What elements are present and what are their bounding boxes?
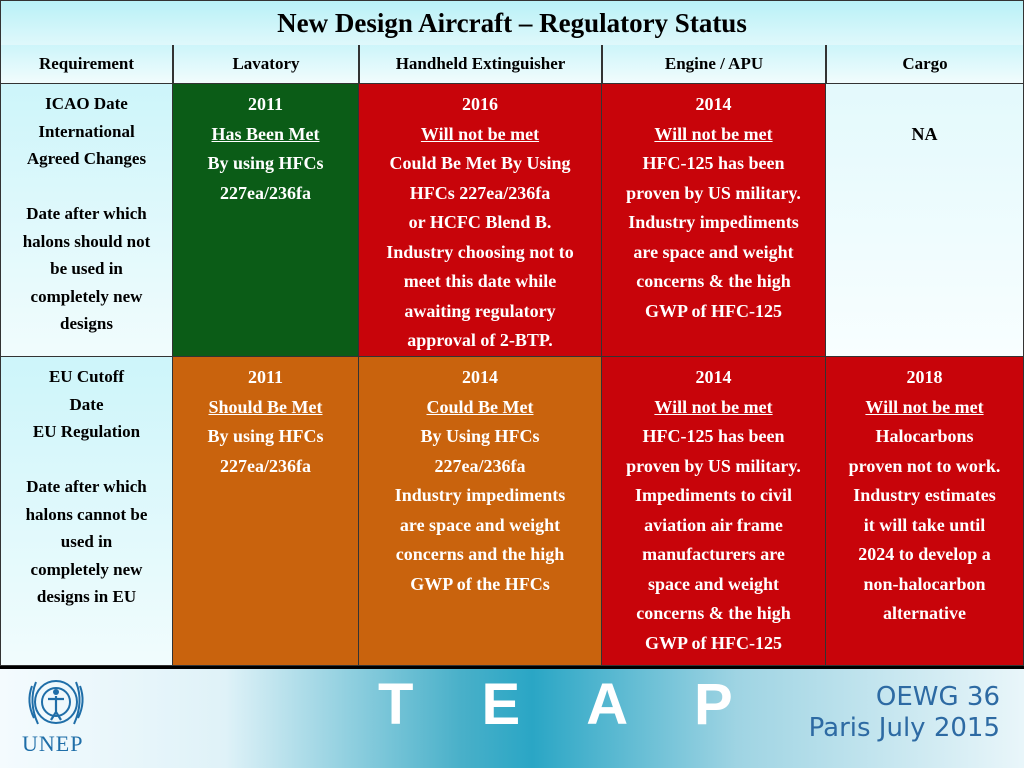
status-detail: Could Be Met By Using (389, 153, 571, 173)
status-detail: space and weight (647, 573, 779, 594)
status-detail: awaiting regulatory (404, 300, 556, 321)
status-detail: Industry estimates (853, 485, 996, 505)
status-detail: are space and weight (633, 241, 794, 262)
status-year: 2014 (462, 367, 498, 387)
status-detail: By using HFCs (207, 153, 324, 173)
status-detail: 227ea/236fa (220, 455, 311, 476)
status-detail: proven by US military. (626, 182, 801, 203)
handheld-status-cell: 2014 Could Be Met By Using HFCs 227ea/23… (359, 357, 602, 666)
status-label: Will not be met (420, 123, 540, 144)
status-detail: non-halocarbon (863, 573, 986, 594)
teap-brand: T E A P (378, 672, 759, 737)
header-handheld-extinguisher: Handheld Extinguisher (359, 45, 602, 84)
status-detail: manufacturers are (642, 544, 785, 564)
status-label: Has Been Met (211, 123, 320, 144)
engine-status-cell: 2014 Will not be met HFC-125 has been pr… (602, 357, 826, 666)
lavatory-status-cell: 2011 Should Be Met By using HFCs 227ea/2… (173, 357, 359, 666)
status-detail: concerns & the high (636, 271, 791, 291)
table-row-icao: ICAO Date International Agreed Changes D… (0, 84, 1024, 357)
status-detail: Industry impediments (394, 485, 566, 505)
status-detail: HFCs 227ea/236fa (409, 182, 551, 203)
title-bar: New Design Aircraft – Regulatory Status (0, 0, 1024, 46)
status-detail: Industry choosing not to (386, 241, 574, 262)
status-detail: are space and weight (399, 514, 561, 535)
requirement-line: designs in EU (36, 587, 137, 606)
status-detail: proven not to work. (848, 455, 1001, 476)
status-detail: approval of 2-BTP. (407, 330, 553, 350)
requirement-line: Date after which (26, 204, 147, 223)
status-detail: GWP of the HFCs (410, 573, 550, 594)
requirement-cell: EU Cutoff Date EU Regulation Date after … (0, 357, 173, 666)
status-year: 2018 (906, 367, 943, 387)
status-year: 2014 (695, 367, 732, 387)
requirement-line: completely new (30, 286, 143, 306)
status-detail: Impediments to civil (635, 485, 792, 505)
table-header-row: Requirement Lavatory Handheld Extinguish… (0, 45, 1024, 84)
footer-banner: UNEP T E A P OEWG 36 Paris July 2015 (0, 669, 1024, 768)
status-detail: concerns and the high (395, 544, 565, 564)
requirement-line: be used in (50, 259, 123, 278)
status-detail: HFC-125 has been (642, 153, 785, 173)
status-detail: GWP of HFC-125 (645, 632, 782, 653)
status-label: Will not be met (654, 123, 773, 144)
requirement-line: ICAO Date (45, 94, 128, 113)
cargo-status-cell: 2018 Will not be met Halocarbons proven … (826, 357, 1024, 666)
requirement-line: halons cannot be (25, 504, 148, 524)
header-engine-apu: Engine / APU (602, 45, 826, 84)
requirement-cell: ICAO Date International Agreed Changes D… (0, 84, 173, 357)
requirement-line: used in (60, 532, 113, 551)
header-requirement: Requirement (0, 45, 173, 84)
status-detail: Halocarbons (875, 426, 974, 446)
meeting-name: OEWG 36 (875, 682, 1000, 712)
requirement-line: International (38, 121, 135, 141)
status-detail: Industry impediments (628, 212, 799, 232)
status-year: 2011 (247, 367, 283, 387)
status-detail: By Using HFCs (420, 426, 540, 446)
requirement-line: designs (60, 314, 113, 333)
status-detail: aviation air frame (644, 514, 783, 535)
requirement-line: Date (69, 394, 104, 414)
un-emblem-icon (28, 680, 84, 725)
slide-title: New Design Aircraft – Regulatory Status (277, 7, 747, 38)
cargo-status-cell: NA (826, 84, 1024, 357)
status-detail: proven by US military. (626, 455, 801, 476)
status-detail: By using HFCs (207, 426, 324, 446)
table-row-eu: EU Cutoff Date EU Regulation Date after … (0, 357, 1024, 669)
status-label: Could Be Met (426, 396, 534, 417)
status-na: NA (911, 124, 938, 144)
status-detail: alternative (883, 603, 966, 623)
status-year: 2014 (695, 94, 732, 114)
status-detail: 227ea/236fa (434, 455, 526, 476)
status-detail: 227ea/236fa (220, 182, 311, 203)
meeting-place-date: Paris July 2015 (808, 713, 1000, 743)
status-detail: HFC-125 has been (642, 426, 785, 446)
status-detail: it will take until (863, 514, 986, 535)
status-label: Will not be met (654, 396, 773, 417)
status-label: Should Be Met (208, 396, 323, 417)
requirement-line: halons should not (22, 231, 151, 251)
unep-logo-text: UNEP (22, 731, 84, 756)
header-cargo: Cargo (826, 45, 1024, 84)
status-detail: 2024 to develop a (858, 544, 991, 564)
handheld-status-cell: 2016 Will not be met Could Be Met By Usi… (359, 84, 602, 357)
status-year: 2011 (247, 94, 283, 114)
status-label: Will not be met (865, 396, 984, 417)
status-year: 2016 (462, 94, 498, 114)
requirement-line: Agreed Changes (26, 149, 147, 168)
status-detail: or HCFC Blend B. (408, 212, 552, 232)
engine-status-cell: 2014 Will not be met HFC-125 has been pr… (602, 84, 826, 357)
lavatory-status-cell: 2011 Has Been Met By using HFCs 227ea/23… (173, 84, 359, 357)
requirement-line: EU Cutoff (48, 367, 125, 386)
status-detail: meet this date while (403, 271, 557, 291)
requirement-line: completely new (30, 559, 143, 579)
status-detail: GWP of HFC-125 (645, 300, 782, 321)
requirement-line: EU Regulation (32, 422, 141, 441)
header-lavatory: Lavatory (173, 45, 359, 84)
status-detail: concerns & the high (636, 603, 791, 623)
requirement-line: Date after which (26, 477, 147, 496)
